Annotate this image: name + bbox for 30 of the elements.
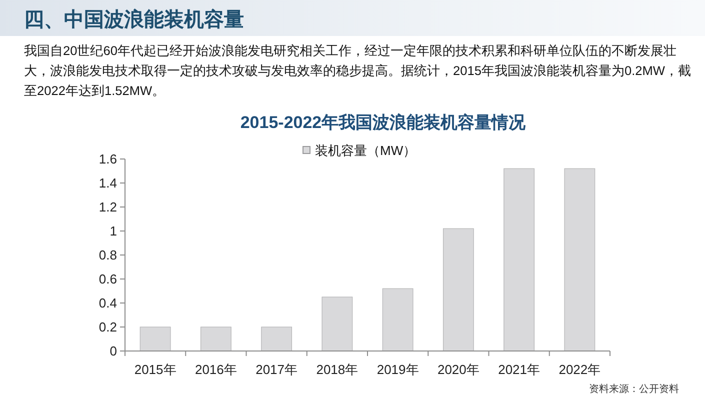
text: 资料来源：公开资料 (589, 382, 679, 396)
bar (442, 228, 474, 352)
x-tick-label: 2019年 (376, 362, 419, 377)
bar (564, 168, 596, 352)
y-tick-label: 0.8 (98, 248, 117, 262)
x-tick-label: 2018年 (316, 362, 358, 377)
x-tick-label: 2015年 (134, 362, 176, 377)
y-tick-label: 1.6 (98, 152, 117, 166)
chart-title: 2015-2022年我国波浪能装机容量情况 (240, 113, 527, 132)
legend-label: 装机容量（MW） (315, 143, 416, 158)
y-tick-label: 1.4 (98, 176, 117, 190)
y-tick-label: 0.6 (98, 272, 117, 286)
y-tick-label: 1 (110, 224, 117, 238)
y-tick-label: 1.2 (98, 200, 117, 214)
bar (140, 326, 171, 352)
bar (322, 296, 353, 352)
x-tick-label: 2020年 (437, 362, 480, 377)
y-tick-label: 0.4 (98, 296, 117, 310)
y-tick-label: 0 (110, 344, 117, 358)
text: 四、中国波浪能装机容量 (24, 8, 244, 33)
bar (504, 168, 535, 352)
bar (200, 326, 232, 352)
x-tick-label: 2016年 (194, 362, 237, 377)
bar (261, 326, 292, 352)
x-tick-label: 2017年 (256, 362, 298, 377)
y-tick-label: 0.2 (98, 320, 117, 334)
text: 我国自20世纪60年代起已经开始波浪能发电研究相关工作，经过一定年限的技术积累和科研单位队伍的不断发展壮大，波浪能发电技术取得一定的技术攻破与发电效率的稳步提高。据统计，2015年我国波浪能装机容量为0.2MW，截至2022年达到1.52MW。 (24, 42, 692, 100)
x-tick-label: 2021年 (498, 362, 540, 377)
bar (382, 288, 414, 352)
x-tick-label: 2022年 (558, 362, 601, 377)
